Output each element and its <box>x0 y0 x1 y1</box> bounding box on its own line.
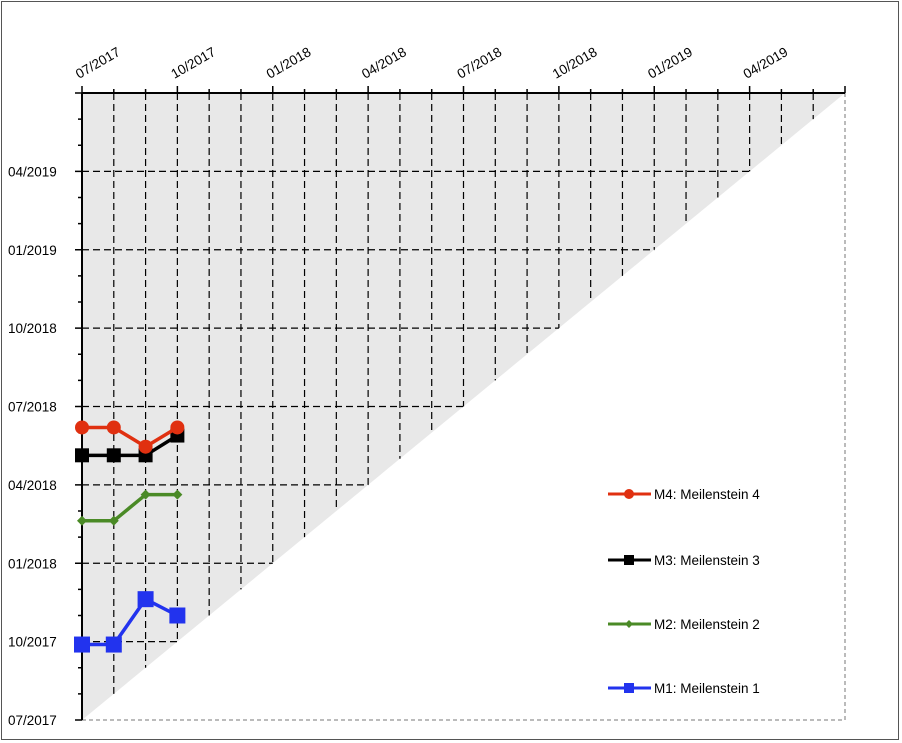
legend-label: M4: Meilenstein 4 <box>654 487 760 502</box>
data-point-circle <box>138 439 153 454</box>
y-tick-label: 04/2018 <box>8 478 57 493</box>
data-point-diamond <box>108 515 119 526</box>
series-line <box>82 434 179 458</box>
data-point-square <box>137 591 154 608</box>
x-tick-label: 04/2019 <box>741 44 791 81</box>
series-line <box>82 425 179 449</box>
data-point-square <box>624 555 634 565</box>
data-point-square <box>624 683 634 693</box>
data-point-diamond <box>172 489 183 500</box>
y-tick-label: 07/2017 <box>8 713 57 728</box>
data-point-circle <box>106 420 121 435</box>
data-point-circle <box>75 420 89 435</box>
data-point-square <box>75 448 89 463</box>
y-tick-label: 01/2018 <box>8 556 57 571</box>
data-point-square <box>169 607 186 624</box>
y-tick-label: 10/2018 <box>8 321 57 336</box>
data-point-square <box>74 636 90 653</box>
x-tick-label: 10/2017 <box>168 44 218 81</box>
data-point-diamond <box>140 489 151 500</box>
y-tick-label: 10/2017 <box>8 635 57 650</box>
x-tick-label: 04/2018 <box>359 44 409 81</box>
legend-label: M1: Meilenstein 1 <box>654 681 760 696</box>
data-point-square <box>106 448 121 463</box>
y-tick-label: 01/2019 <box>8 243 57 258</box>
x-tick-label: 07/2017 <box>73 44 123 81</box>
data-point-diamond <box>625 620 633 628</box>
data-point-square <box>105 636 122 653</box>
data-point-circle <box>624 489 634 499</box>
x-tick-label: 07/2018 <box>455 44 505 81</box>
x-tick-label: 01/2019 <box>645 44 695 81</box>
y-tick-label: 04/2019 <box>8 164 57 179</box>
legend-label: M3: Meilenstein 3 <box>654 553 760 568</box>
series-line <box>82 597 179 647</box>
y-tick-label: 07/2018 <box>8 400 57 415</box>
data-point-circle <box>170 420 185 435</box>
x-tick-label: 01/2018 <box>264 44 314 81</box>
x-tick-label: 10/2018 <box>550 44 600 81</box>
legend-label: M2: Meilenstein 2 <box>654 617 760 632</box>
series-line <box>82 492 178 523</box>
data-point-diamond <box>77 515 87 526</box>
